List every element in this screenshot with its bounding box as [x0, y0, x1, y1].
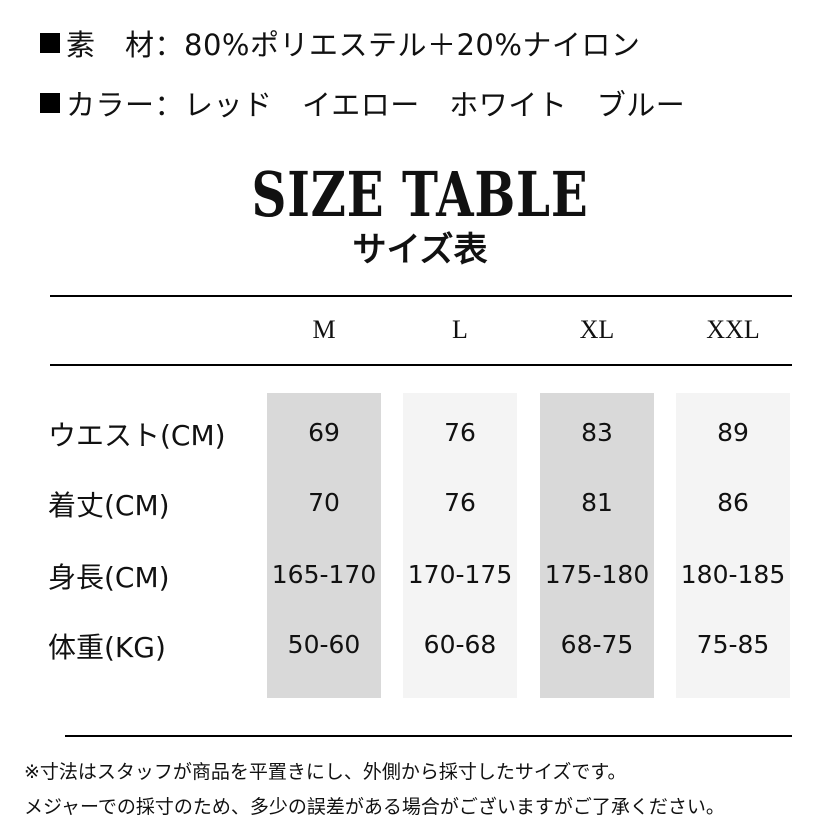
table-cell: 76: [444, 488, 476, 517]
column-header: XXL: [706, 315, 760, 344]
square-bullet-icon: [40, 33, 60, 53]
color-spec: カラー：レッド イエロー ホワイト ブルー: [40, 82, 685, 124]
note-line-1: ※寸法はスタッフが商品を平置きにし、外側から採寸したサイズです。: [24, 761, 627, 783]
page-title: SIZE TABLE: [251, 158, 589, 231]
table-cell: 86: [717, 488, 749, 517]
table-cell: 165-170: [271, 560, 377, 589]
divider: [50, 295, 792, 297]
table-cell: 70: [308, 488, 340, 517]
table-cell: 50-60: [287, 630, 361, 659]
column-shade-xl: [540, 393, 654, 698]
column-header: M: [312, 315, 336, 344]
table-cell: 75-85: [696, 630, 770, 659]
row-label: 身長(CM): [48, 561, 170, 594]
row-label: ウエスト(CM): [48, 419, 226, 452]
column-shade-xxl: [676, 393, 790, 698]
table-cell: 69: [308, 418, 340, 447]
material-text: 素 材：80%ポリエステル＋20%ナイロン: [66, 28, 641, 62]
row-label: 着丈(CM): [48, 489, 170, 522]
table-cell: 60-68: [423, 630, 497, 659]
note-line-2: メジャーでの採寸のため、多少の誤差がある場合がございますがご了承ください。: [24, 796, 725, 818]
table-cell: 180-185: [680, 560, 786, 589]
table-cell: 175-180: [544, 560, 650, 589]
table-cell: 76: [444, 418, 476, 447]
page-subtitle: サイズ表: [352, 230, 488, 270]
column-header: XL: [579, 315, 615, 344]
column-header: L: [452, 315, 468, 344]
divider: [50, 364, 792, 366]
square-bullet-icon: [40, 93, 60, 113]
table-cell: 68-75: [560, 630, 634, 659]
table-cell: 89: [717, 418, 749, 447]
column-shade-l: [403, 393, 517, 698]
table-cell: 83: [581, 418, 613, 447]
column-shade-m: [267, 393, 381, 698]
material-spec: 素 材：80%ポリエステル＋20%ナイロン: [40, 22, 640, 64]
color-text: カラー：レッド イエロー ホワイト ブルー: [66, 88, 686, 122]
row-label: 体重(KG): [48, 631, 166, 664]
divider: [65, 735, 792, 737]
table-cell: 170-175: [407, 560, 513, 589]
table-cell: 81: [581, 488, 613, 517]
